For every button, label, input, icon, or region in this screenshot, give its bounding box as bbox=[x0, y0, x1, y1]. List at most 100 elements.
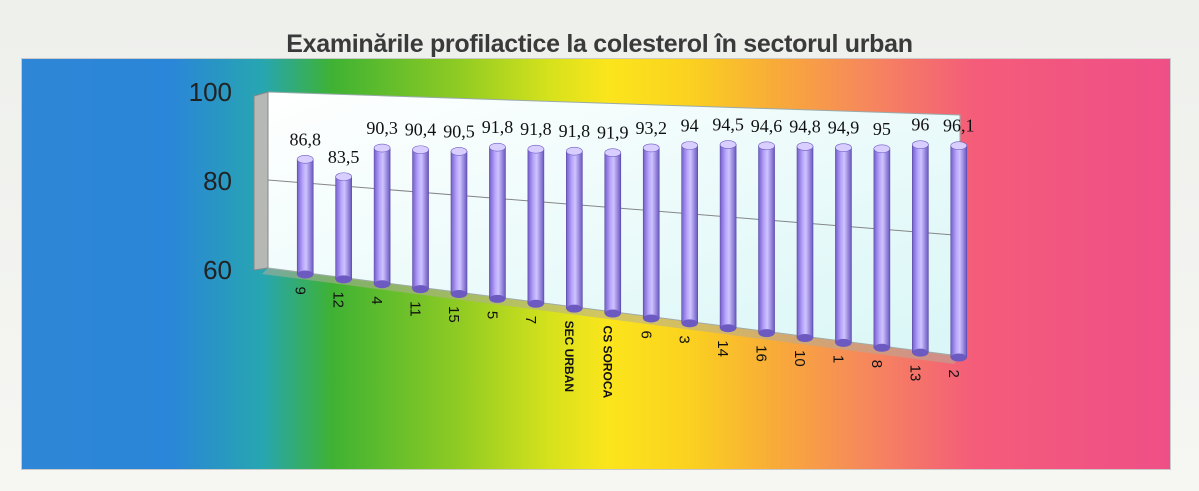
x-tick-label: 16 bbox=[753, 345, 770, 362]
side-wall bbox=[253, 91, 269, 271]
bar-base bbox=[335, 275, 352, 284]
bars bbox=[296, 140, 968, 362]
bar bbox=[604, 148, 622, 318]
bar bbox=[796, 142, 814, 342]
bar-base bbox=[797, 334, 813, 342]
bar-top bbox=[758, 141, 775, 151]
bar bbox=[527, 144, 545, 308]
bar bbox=[642, 143, 660, 323]
y-tick-label: 100 bbox=[189, 77, 232, 107]
bar-top bbox=[642, 143, 660, 153]
bar-base bbox=[758, 329, 775, 338]
bar-base bbox=[604, 309, 621, 318]
bar-body bbox=[566, 150, 583, 309]
x-tick-label: 11 bbox=[407, 301, 424, 317]
data-label: 83,5 bbox=[328, 147, 360, 167]
bar-base bbox=[374, 280, 391, 289]
data-labels: 86,8 83,5 90,3 90,4 90,5 91,8 91,8 91,8 91,9 93,2… bbox=[289, 115, 974, 167]
x-tick-label: 8 bbox=[868, 360, 885, 368]
bar-body bbox=[335, 176, 352, 280]
bar bbox=[566, 146, 583, 313]
bar-base bbox=[412, 285, 429, 294]
bar-top bbox=[527, 144, 545, 154]
bar bbox=[912, 140, 929, 357]
data-label: 96,1 bbox=[943, 116, 975, 136]
bar bbox=[373, 143, 391, 289]
x-tick-label: 10 bbox=[791, 350, 808, 367]
bar-base bbox=[912, 348, 929, 357]
bar-body bbox=[527, 148, 545, 305]
bar-body bbox=[373, 147, 391, 285]
bar-top bbox=[873, 144, 891, 154]
bar-base bbox=[681, 319, 698, 328]
bar bbox=[412, 145, 429, 294]
bar-base bbox=[950, 353, 967, 362]
bar bbox=[950, 141, 968, 362]
bar bbox=[489, 142, 506, 303]
chart-title: Examinările profilactice la colesterol î… bbox=[286, 30, 913, 58]
bar-base bbox=[643, 314, 660, 323]
bar-body bbox=[796, 146, 814, 339]
data-label: 91,9 bbox=[597, 123, 629, 143]
bar-top bbox=[719, 140, 737, 149]
x-tick-label: 5 bbox=[483, 311, 500, 319]
data-label: 90,4 bbox=[405, 120, 437, 140]
bar-base bbox=[489, 294, 506, 303]
x-tick-label: 1 bbox=[829, 355, 846, 363]
data-label: 94,9 bbox=[828, 118, 860, 138]
bar-top bbox=[489, 142, 506, 152]
bar-top bbox=[835, 143, 852, 152]
x-tick-label: 12 bbox=[330, 291, 347, 308]
bar-top bbox=[296, 155, 314, 164]
x-tick-label: 13 bbox=[906, 365, 923, 382]
bar-body bbox=[681, 145, 698, 324]
data-label: 90,5 bbox=[443, 121, 475, 141]
x-tick-label: SEC URBAN bbox=[562, 321, 576, 392]
bar bbox=[873, 144, 891, 352]
bar bbox=[719, 140, 737, 333]
bar-body bbox=[835, 147, 852, 344]
bar bbox=[450, 147, 468, 298]
data-label: 90,3 bbox=[366, 118, 398, 138]
bar bbox=[758, 141, 775, 338]
bar bbox=[835, 143, 852, 347]
bar-body bbox=[873, 148, 891, 349]
bar-body bbox=[604, 152, 622, 314]
bar-top bbox=[335, 172, 352, 182]
data-label: 95 bbox=[873, 119, 891, 139]
bar-body bbox=[412, 149, 429, 290]
bar-base bbox=[720, 324, 737, 333]
x-tick-label: 2 bbox=[945, 370, 962, 378]
x-tick-label: 14 bbox=[714, 340, 731, 357]
data-label: 91,8 bbox=[559, 121, 591, 141]
y-tick-label: 60 bbox=[203, 255, 232, 285]
bar-top bbox=[566, 146, 583, 156]
bar-top bbox=[373, 143, 391, 153]
x-tick-label: CS SOROCA bbox=[601, 326, 615, 399]
data-label: 94,5 bbox=[712, 115, 744, 135]
data-label: 91,8 bbox=[482, 117, 514, 137]
bar-top bbox=[681, 141, 698, 150]
y-tick-label: 80 bbox=[203, 166, 232, 196]
bar-top bbox=[796, 142, 814, 151]
bar-body bbox=[758, 145, 775, 334]
x-tick-label: 4 bbox=[368, 296, 385, 304]
bar-top bbox=[912, 140, 929, 149]
data-label: 94 bbox=[681, 116, 699, 136]
bar-body bbox=[450, 151, 468, 295]
data-label: 86,8 bbox=[289, 129, 321, 149]
bar-top bbox=[604, 148, 622, 158]
x-axis: 9 12 4 11 15 5 7 SEC URBAN CS SOROCA 6 3 14 16 10 1 8 13… bbox=[291, 286, 962, 398]
bar-base bbox=[451, 290, 467, 298]
bar-top bbox=[450, 147, 468, 156]
data-label: 91,8 bbox=[520, 119, 552, 139]
x-tick-label: 3 bbox=[676, 335, 693, 343]
data-label: 93,2 bbox=[635, 118, 667, 138]
bar-body bbox=[912, 144, 929, 353]
bar-body bbox=[719, 144, 737, 329]
bar bbox=[681, 141, 698, 328]
x-tick-label: 9 bbox=[291, 286, 308, 294]
bar bbox=[296, 155, 314, 279]
bar-body bbox=[296, 159, 314, 275]
